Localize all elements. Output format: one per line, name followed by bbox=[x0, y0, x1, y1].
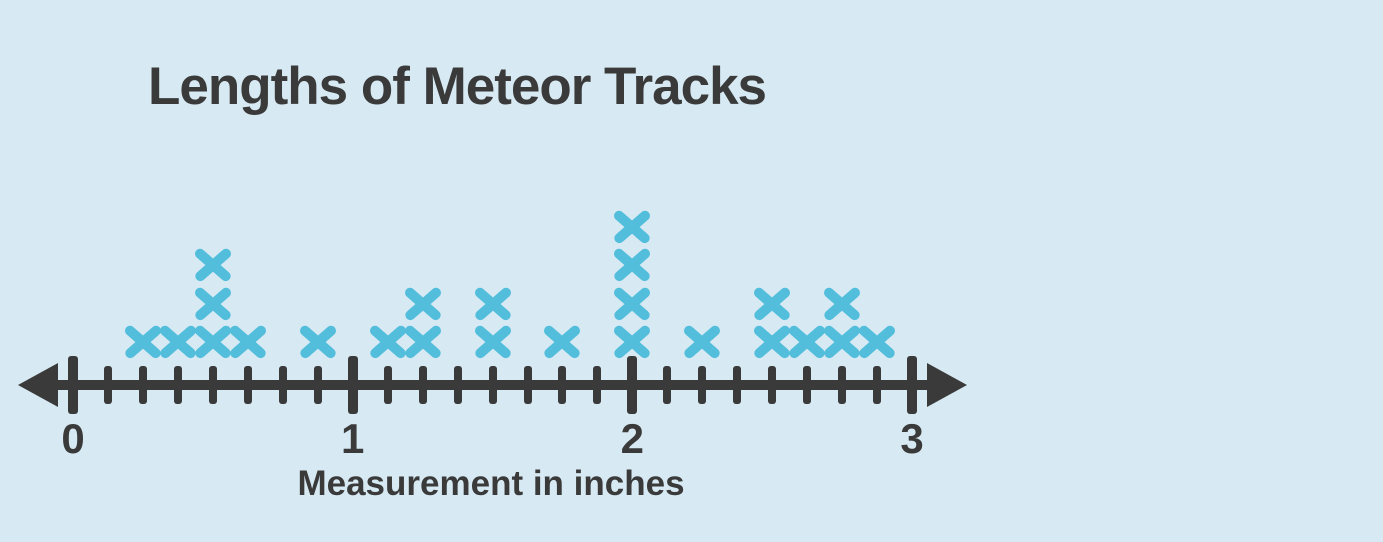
minor-tick-mark bbox=[383, 366, 392, 404]
right-arrow-icon bbox=[927, 363, 967, 407]
minor-tick-mark bbox=[873, 366, 882, 404]
minor-tick-mark bbox=[104, 366, 112, 404]
tick-label-3: 3 bbox=[900, 415, 924, 462]
tick-label-1: 1 bbox=[340, 415, 365, 462]
x-mark bbox=[476, 327, 510, 357]
x-mark bbox=[615, 250, 649, 280]
major-tick-mark bbox=[347, 356, 358, 414]
x-mark bbox=[126, 327, 160, 357]
x-mark bbox=[825, 289, 859, 319]
x-axis-label: Measurement in inches bbox=[297, 464, 685, 503]
major-tick-mark bbox=[627, 356, 638, 414]
minor-tick-mark bbox=[488, 366, 497, 404]
x-mark bbox=[755, 327, 789, 357]
minor-tick-mark bbox=[418, 366, 427, 404]
x-mark bbox=[231, 327, 265, 357]
minor-tick-mark bbox=[838, 366, 847, 404]
x-mark bbox=[196, 289, 230, 319]
x-mark bbox=[790, 327, 824, 357]
x-mark bbox=[406, 289, 440, 319]
tick-label-2: 2 bbox=[620, 415, 645, 462]
minor-tick-mark bbox=[173, 366, 182, 404]
x-mark bbox=[825, 327, 859, 357]
minor-tick-mark bbox=[313, 366, 322, 404]
x-mark bbox=[196, 250, 230, 280]
x-mark bbox=[301, 327, 335, 357]
x-mark bbox=[755, 289, 789, 319]
minor-tick-mark bbox=[558, 366, 567, 404]
left-arrow-icon bbox=[18, 363, 58, 407]
minor-tick-mark bbox=[138, 366, 147, 404]
minor-tick-mark bbox=[768, 366, 777, 404]
major-tick-mark bbox=[907, 356, 917, 414]
x-mark bbox=[476, 289, 510, 319]
minor-tick-mark bbox=[278, 366, 287, 404]
minor-tick-mark bbox=[208, 366, 217, 404]
x-mark bbox=[196, 327, 230, 357]
x-mark bbox=[545, 327, 579, 357]
minor-tick-mark bbox=[698, 366, 707, 404]
minor-tick-mark bbox=[453, 366, 462, 404]
x-mark bbox=[685, 327, 719, 357]
x-mark bbox=[615, 212, 649, 242]
tick-label-0: 0 bbox=[61, 415, 85, 462]
x-mark bbox=[161, 327, 195, 357]
minor-tick-mark bbox=[593, 366, 602, 404]
x-mark bbox=[406, 327, 440, 357]
x-mark bbox=[615, 289, 649, 319]
x-mark bbox=[615, 327, 649, 357]
minor-tick-mark bbox=[803, 366, 812, 404]
minor-tick-mark bbox=[243, 366, 252, 404]
major-tick-mark bbox=[68, 356, 78, 414]
minor-tick-mark bbox=[523, 366, 532, 404]
minor-tick-mark bbox=[733, 366, 742, 404]
x-mark bbox=[371, 327, 405, 357]
chart-title: Lengths of Meteor Tracks bbox=[148, 57, 767, 116]
x-mark bbox=[860, 327, 894, 357]
minor-tick-mark bbox=[663, 366, 672, 404]
